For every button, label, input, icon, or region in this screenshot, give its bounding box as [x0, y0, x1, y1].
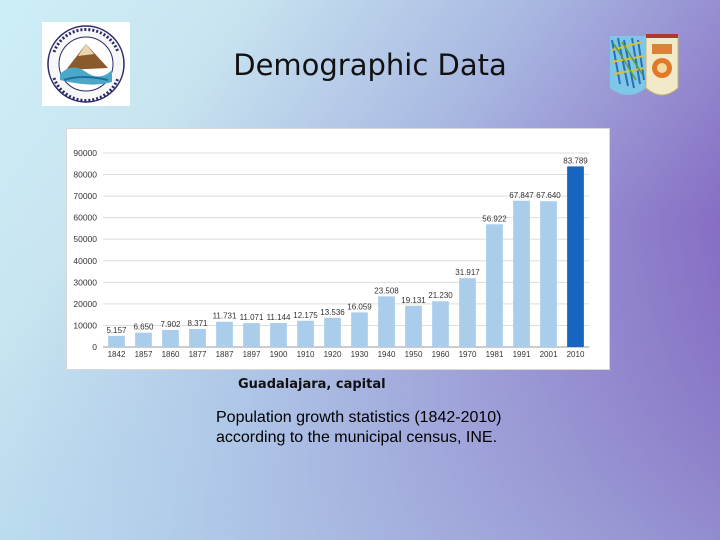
- x-tick-label: 1860: [162, 350, 180, 359]
- y-tick-label: 40000: [73, 256, 97, 266]
- x-tick-label: 1970: [459, 350, 477, 359]
- bar-value-label: 23.508: [374, 286, 399, 295]
- y-tick-label: 30000: [73, 277, 97, 287]
- y-tick-label: 10000: [73, 320, 97, 330]
- bar: [540, 201, 557, 347]
- bar-value-label: 6.650: [133, 323, 154, 332]
- y-tick-label: 0: [92, 342, 97, 352]
- bar: [351, 312, 368, 347]
- y-tick-label: 20000: [73, 299, 97, 309]
- bar: [162, 329, 179, 347]
- x-tick-label: 1897: [243, 350, 261, 359]
- chart-description: Population growth statistics (1842-2010)…: [216, 408, 596, 448]
- y-tick-label: 50000: [73, 234, 97, 244]
- bar-value-label: 19.131: [401, 296, 426, 305]
- bar-value-label: 11.144: [267, 313, 291, 322]
- bar: [135, 332, 152, 347]
- x-tick-label: 1960: [432, 350, 450, 359]
- bar: [270, 322, 287, 347]
- y-tick-label: 80000: [73, 170, 97, 180]
- bar-value-label: 5.157: [106, 326, 127, 335]
- y-tick-label: 90000: [73, 148, 97, 158]
- bar: [459, 278, 476, 347]
- bar: [432, 301, 449, 347]
- y-tick-label: 70000: [73, 191, 97, 201]
- x-tick-label: 1887: [216, 350, 234, 359]
- bar: [189, 328, 206, 347]
- population-chart: 0 10000 20000 30000 40000 50000 60000 70000 8000…: [66, 128, 610, 370]
- school-network-seal-logo: [42, 22, 130, 106]
- x-tick-label: 2001: [540, 350, 558, 359]
- bar: [405, 305, 422, 347]
- page-title: Demographic Data: [233, 48, 507, 82]
- x-tick-label: 1910: [297, 350, 315, 359]
- x-tick-label: 1857: [135, 350, 153, 359]
- x-tick-label: 1930: [351, 350, 369, 359]
- coat-of-arms-logo: [606, 30, 682, 106]
- bar-value-label: 67.640: [536, 191, 561, 200]
- bar: [378, 296, 395, 347]
- x-tick-label: 1940: [378, 350, 396, 359]
- bar-value-label: 7.902: [160, 320, 181, 329]
- chart-description-line-2: according to the municipal census, INE.: [216, 429, 498, 446]
- bar-value-label: 13.536: [320, 308, 345, 317]
- bar-value-label: 11.731: [213, 312, 237, 321]
- population-bar-chart: 0 10000 20000 30000 40000 50000 60000 70000 8000…: [73, 148, 589, 359]
- x-tick-label: 1842: [108, 350, 126, 359]
- bar-value-label: 56.922: [482, 214, 507, 223]
- x-tick-label: 1991: [513, 350, 531, 359]
- bar: [243, 323, 260, 347]
- x-tick-label: 1950: [405, 350, 423, 359]
- bar-value-label: 21.230: [428, 291, 453, 300]
- bar: [297, 320, 314, 347]
- bar-value-label: 83.789: [563, 156, 588, 165]
- x-tick-label: 1877: [189, 350, 207, 359]
- bar-value-label: 31.917: [455, 268, 480, 277]
- chart-caption-city: Guadalajara, capital: [238, 377, 386, 392]
- bar: [567, 166, 584, 347]
- bar-value-label: 11.071: [240, 313, 264, 322]
- bar-value-label: 16.059: [347, 302, 372, 311]
- x-tick-label: 1900: [270, 350, 288, 359]
- bar: [513, 200, 530, 347]
- bar-value-label: 8.371: [187, 319, 208, 328]
- bar: [486, 224, 503, 347]
- bar-value-label: 67.847: [509, 191, 534, 200]
- y-tick-label: 60000: [73, 213, 97, 223]
- chart-description-line-1: Population growth statistics (1842-2010): [216, 409, 502, 426]
- x-tick-label: 1981: [486, 350, 504, 359]
- x-tick-label: 2010: [567, 350, 585, 359]
- bar-value-label: 12.175: [293, 311, 318, 320]
- x-tick-label: 1920: [324, 350, 342, 359]
- bar: [216, 321, 233, 347]
- bar: [108, 335, 125, 347]
- bar: [324, 317, 341, 347]
